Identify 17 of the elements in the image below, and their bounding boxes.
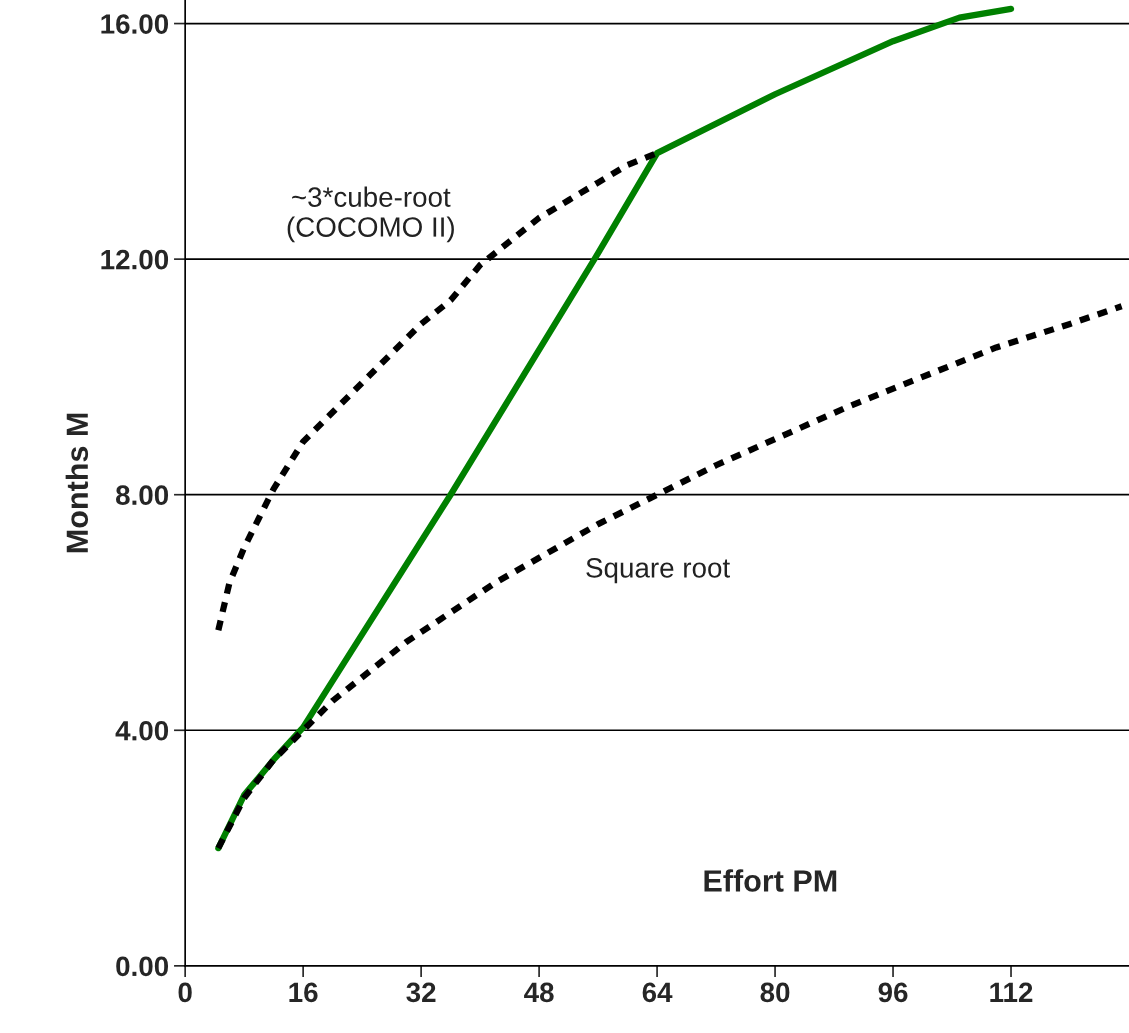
x-tick-label: 112 — [990, 982, 1033, 1002]
x-tick-label: 48 — [524, 982, 554, 1003]
y-axis-title: Months M — [65, 413, 89, 553]
series-label: ~3*cube-root (COCOMO II) — [287, 186, 454, 243]
x-axis-title: Effort PM — [704, 869, 837, 892]
x-tick-label: 96 — [878, 982, 908, 1003]
y-tick-label: 4.00 — [115, 720, 169, 741]
x-tick-label: 16 — [289, 982, 318, 1003]
y-tick-label: 16.00 — [101, 14, 169, 34]
x-tick-label: 32 — [406, 982, 436, 1003]
series-label: Square root — [586, 558, 730, 584]
y-tick-label: 0.00 — [116, 956, 169, 977]
x-tick-label: 64 — [642, 982, 673, 1003]
x-tick-label: 0 — [178, 982, 192, 1003]
y-tick-label: 8.00 — [116, 485, 169, 506]
x-tick-label: 80 — [760, 982, 790, 1003]
y-tick-label: 12.00 — [101, 249, 169, 270]
